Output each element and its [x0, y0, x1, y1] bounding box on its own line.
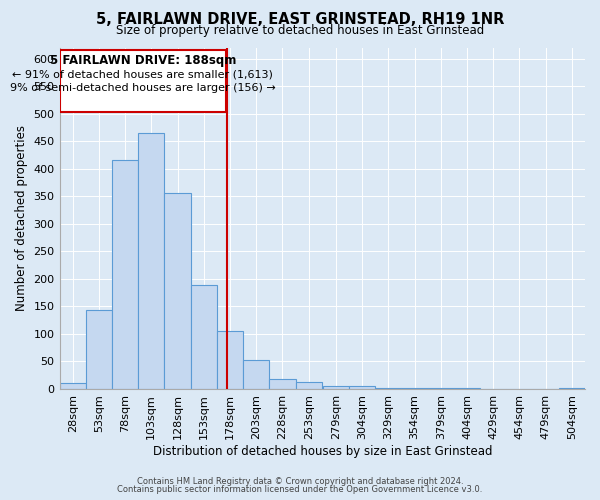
X-axis label: Distribution of detached houses by size in East Grinstead: Distribution of detached houses by size …: [152, 444, 492, 458]
Bar: [559, 388, 585, 389]
Text: 5 FAIRLAWN DRIVE: 188sqm: 5 FAIRLAWN DRIVE: 188sqm: [50, 54, 236, 66]
Bar: [243, 360, 269, 389]
Text: ← 91% of detached houses are smaller (1,613): ← 91% of detached houses are smaller (1,…: [13, 69, 274, 79]
Bar: [375, 388, 401, 389]
FancyBboxPatch shape: [59, 50, 226, 112]
Bar: [349, 386, 375, 389]
Text: 5, FAIRLAWN DRIVE, EAST GRINSTEAD, RH19 1NR: 5, FAIRLAWN DRIVE, EAST GRINSTEAD, RH19 …: [96, 12, 504, 28]
Text: Contains public sector information licensed under the Open Government Licence v3: Contains public sector information licen…: [118, 485, 482, 494]
Bar: [428, 388, 454, 389]
Bar: [269, 379, 296, 389]
Bar: [401, 388, 428, 389]
Y-axis label: Number of detached properties: Number of detached properties: [15, 125, 28, 311]
Bar: [191, 286, 217, 389]
Bar: [217, 331, 243, 389]
Text: 9% of semi-detached houses are larger (156) →: 9% of semi-detached houses are larger (1…: [10, 82, 276, 92]
Bar: [112, 160, 138, 389]
Bar: [323, 386, 349, 389]
Text: Contains HM Land Registry data © Crown copyright and database right 2024.: Contains HM Land Registry data © Crown c…: [137, 477, 463, 486]
Bar: [164, 194, 191, 389]
Bar: [138, 133, 164, 389]
Bar: [454, 388, 480, 389]
Bar: [86, 310, 112, 389]
Text: Size of property relative to detached houses in East Grinstead: Size of property relative to detached ho…: [116, 24, 484, 37]
Bar: [296, 382, 322, 389]
Bar: [59, 384, 86, 389]
